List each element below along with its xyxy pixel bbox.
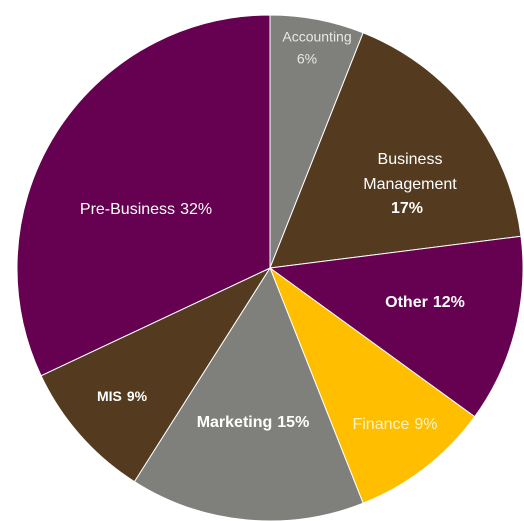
- slice-value: 17%: [391, 200, 423, 217]
- slice-value: 12%: [433, 294, 465, 311]
- slice-label: Finance 9%: [352, 416, 437, 433]
- pie-slice: [133, 266, 364, 521]
- slice-label: Pre-Business 32%: [80, 201, 212, 218]
- slice-value: 6%: [297, 51, 317, 67]
- pie-slice: [16, 14, 271, 377]
- slice-value: 9%: [414, 416, 437, 433]
- slice-name: MIS: [97, 388, 122, 404]
- pie-slice: [40, 266, 272, 483]
- slice-name: Other: [385, 294, 428, 311]
- slice-name: Accounting: [282, 29, 351, 45]
- slice-value: 15%: [277, 414, 309, 431]
- slice-label: Other 12%: [385, 294, 465, 311]
- pie-slice: [268, 266, 476, 504]
- slice-name: Pre-Business: [80, 201, 175, 218]
- slice-label: Marketing 15%: [197, 414, 310, 431]
- slice-label: MIS 9%: [97, 388, 148, 404]
- slice-value: 32%: [180, 201, 212, 218]
- slice-value: 9%: [127, 388, 148, 404]
- slice-name: Finance: [352, 416, 409, 433]
- pie-slice: [268, 235, 524, 418]
- pie-slice: [269, 32, 522, 269]
- slice-name: Business Management: [363, 151, 457, 193]
- slice-name: Marketing: [197, 414, 273, 431]
